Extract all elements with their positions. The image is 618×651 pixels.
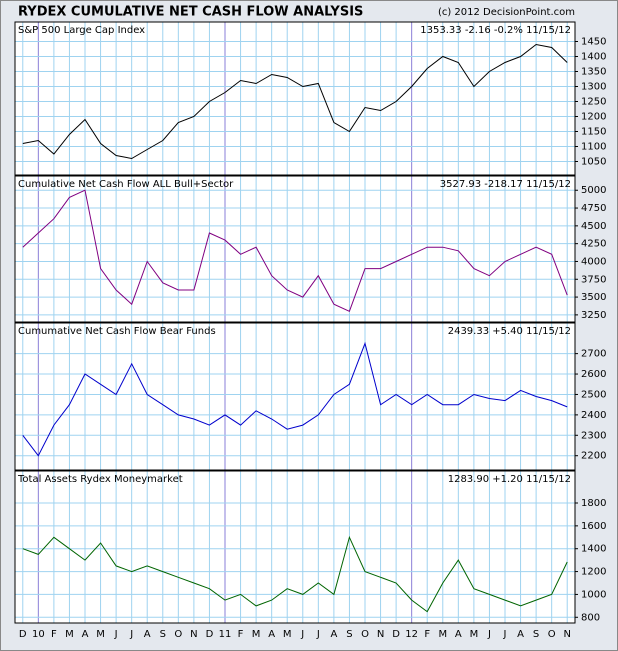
- y-tick-label: 4750: [581, 203, 606, 214]
- x-tick-label: J: [114, 629, 118, 640]
- plot-area: [15, 22, 575, 175]
- x-tick-label: O: [174, 629, 182, 640]
- y-tick-label: 1150: [581, 127, 606, 138]
- x-tick-label: N: [190, 629, 197, 640]
- panel-title: Cumumative Net Cash Flow Bear Funds: [18, 326, 216, 337]
- y-tick-label: 2600: [581, 369, 606, 380]
- x-tick-label: A: [82, 629, 89, 640]
- x-tick-label: D: [206, 629, 214, 640]
- x-tick-label: M: [470, 629, 479, 640]
- x-tick-label: J: [503, 629, 507, 640]
- chart-title: RYDEX CUMULATIVE NET CASH FLOW ANALYSIS: [18, 5, 363, 20]
- series-line: [22, 535, 568, 613]
- series-line: [22, 189, 568, 312]
- y-tick-label: 1800: [581, 498, 606, 509]
- y-tick-label: 1100: [581, 142, 606, 153]
- y-tick-label: 1400: [581, 544, 606, 555]
- plot-area: [15, 323, 575, 470]
- y-tick-label: 2700: [581, 349, 606, 360]
- panel-title: S&P 500 Large Cap Index: [18, 25, 145, 36]
- y-tick-label: 1400: [581, 52, 606, 63]
- x-tick-label: S: [160, 629, 166, 640]
- x-tick-label: M: [65, 629, 74, 640]
- y-tick-label: 2200: [581, 451, 606, 462]
- y-tick-label: 1200: [581, 567, 606, 578]
- panel-border: [14, 322, 576, 471]
- y-tick-label: 2500: [581, 389, 606, 400]
- panel-annotation: 3527.93 -218.17 11/15/12: [440, 179, 571, 190]
- y-tick-label: 1050: [581, 157, 606, 168]
- y-tick-label: 3750: [581, 274, 606, 285]
- x-tick-label: M: [283, 629, 292, 640]
- x-tick-label: O: [361, 629, 369, 640]
- x-tick-label: A: [330, 629, 337, 640]
- x-tick-label: S: [346, 629, 352, 640]
- y-tick-label: 1600: [581, 521, 606, 532]
- y-tick-label: 4000: [581, 256, 606, 267]
- y-tick-label: 2400: [581, 410, 606, 421]
- y-tick-label: 1450: [581, 37, 606, 48]
- panel-annotation: 2439.33 +5.40 11/15/12: [448, 326, 571, 337]
- panel-border: [14, 175, 576, 323]
- x-tick-label: F: [424, 629, 430, 640]
- x-tick-label: F: [51, 629, 57, 640]
- panel-border: [14, 21, 576, 176]
- y-tick-label: 1350: [581, 67, 606, 78]
- y-tick-label: 3250: [581, 310, 606, 321]
- y-tick-label: 1200: [581, 112, 606, 123]
- y-tick-label: 1000: [581, 589, 606, 600]
- x-tick-label: A: [517, 629, 524, 640]
- x-tick-label: J: [300, 629, 304, 640]
- x-tick-label: M: [438, 629, 447, 640]
- x-tick-label: N: [563, 629, 570, 640]
- panel-annotation: 1283.90 +1.20 11/15/12: [448, 474, 571, 485]
- x-tick-label: F: [238, 629, 244, 640]
- panel-border: [14, 470, 576, 624]
- x-tick-label: D: [19, 629, 27, 640]
- y-tick-label: 5000: [581, 185, 606, 196]
- x-tick-label: M: [96, 629, 105, 640]
- x-tick-label: M: [252, 629, 261, 640]
- x-tick-label: 12: [405, 629, 418, 640]
- panel-annotation: 1353.33 -2.16 -0.2% 11/15/12: [420, 25, 571, 36]
- credit: (c) 2012 DecisionPoint.com: [438, 7, 575, 18]
- y-tick-label: 4500: [581, 221, 606, 232]
- y-tick-label: 1300: [581, 82, 606, 93]
- x-tick-label: D: [392, 629, 400, 640]
- x-tick-label: 11: [219, 629, 232, 640]
- y-tick-label: 3500: [581, 292, 606, 303]
- y-tick-label: 1250: [581, 97, 606, 108]
- x-tick-label: O: [548, 629, 556, 640]
- y-tick-label: 4250: [581, 239, 606, 250]
- x-tick-label: J: [487, 629, 491, 640]
- x-tick-label: J: [316, 629, 320, 640]
- y-tick-label: 800: [581, 612, 600, 623]
- x-tick-label: A: [268, 629, 275, 640]
- series-line: [22, 341, 568, 457]
- x-tick-label: N: [377, 629, 384, 640]
- plot-area: [15, 176, 575, 322]
- series-line: [22, 43, 568, 160]
- x-tick-label: A: [455, 629, 462, 640]
- x-tick-label: S: [533, 629, 539, 640]
- plot-area: [15, 471, 575, 623]
- x-tick-label: A: [144, 629, 151, 640]
- y-tick-label: 2300: [581, 430, 606, 441]
- x-tick-label: 10: [32, 629, 45, 640]
- panel-title: Cumulative Net Cash Flow ALL Bull+Sector: [18, 179, 234, 190]
- x-tick-label: J: [129, 629, 133, 640]
- panel-title: Total Assets Rydex Moneymarket: [17, 474, 183, 485]
